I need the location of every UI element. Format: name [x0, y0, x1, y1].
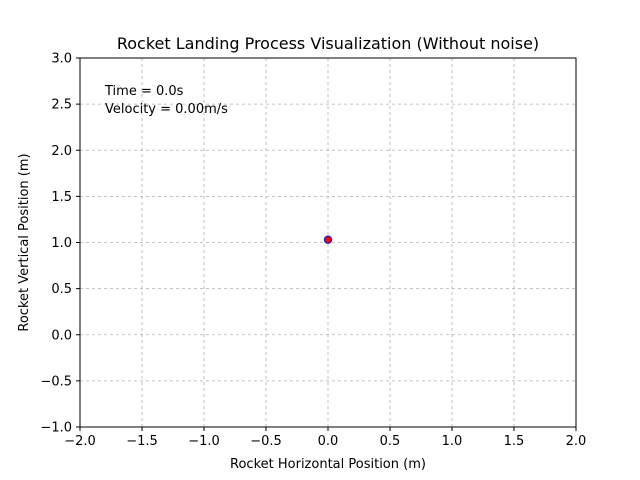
plot-area-frame	[79, 57, 577, 428]
time-annotation: Time = 0.0s	[104, 84, 184, 99]
x-tick-label: −0.5	[250, 434, 282, 449]
y-axis-label: Rocket Vertical Position (m)	[17, 153, 32, 331]
data-points	[323, 235, 333, 244]
x-tick-label: 2.0	[566, 434, 587, 449]
x-tick-label: 1.0	[442, 434, 463, 449]
x-tick-label: −2.0	[64, 434, 96, 449]
y-tick-label: −1.0	[40, 421, 72, 436]
x-tick-label: −1.0	[188, 434, 220, 449]
y-tick-label: 1.0	[51, 236, 72, 251]
y-tick-label: 0.5	[51, 282, 72, 297]
x-tick-label: −1.5	[126, 434, 158, 449]
axis-ticks: −2.0 −1.5 −1.0 −0.5 0.0 0.5 1.0 1.5 2.0 −1.0 −0.5 0…	[40, 52, 586, 450]
chart-title: Rocket Landing Process Visualization (Wi…	[117, 34, 539, 53]
y-tick-label: −0.5	[40, 374, 72, 389]
y-tick-label: 3.0	[51, 52, 72, 67]
y-tick-label: 2.5	[51, 98, 72, 113]
x-axis-label: Rocket Horizontal Position (m)	[230, 457, 426, 472]
x-tick-label: 1.5	[504, 434, 525, 449]
velocity-annotation: Velocity = 0.00m/s	[105, 102, 228, 117]
y-tick-label: 1.5	[51, 190, 72, 205]
x-tick-label: 0.0	[318, 434, 339, 449]
y-tick-label: 2.0	[51, 144, 72, 159]
x-tick-label: 0.5	[380, 434, 401, 449]
rocket-position-point	[323, 235, 333, 244]
y-tick-label: 0.0	[51, 328, 72, 343]
